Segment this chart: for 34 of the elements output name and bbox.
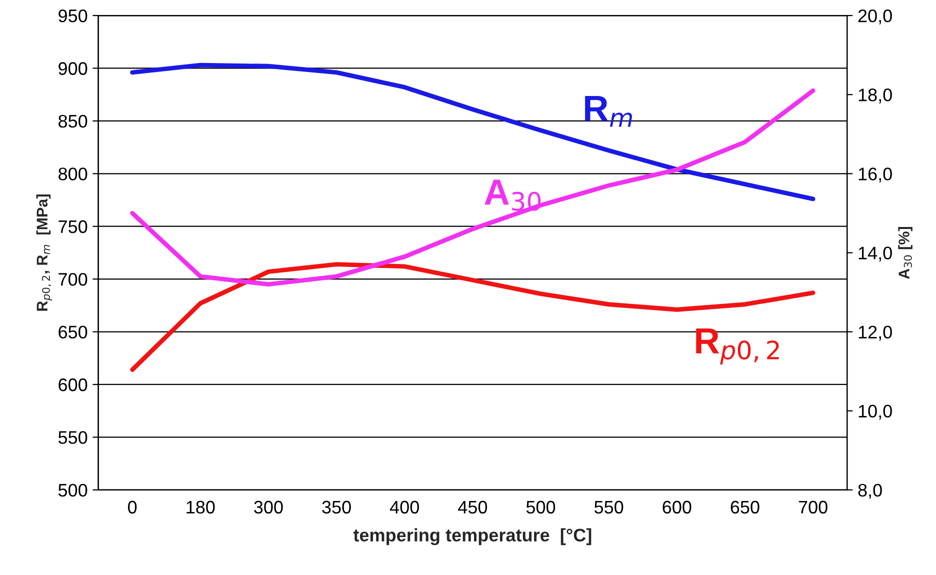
line-series [130, 88, 816, 287]
line-series [130, 262, 816, 372]
x-tick-label: 180 [186, 500, 215, 514]
y2-tick-label: 20,0 [858, 9, 892, 24]
y2-axis-title: A$_{30}$ [%] [898, 227, 912, 279]
y-axis-title: R$_{p0,2}$, R$_{m}$ [MPa] [36, 194, 52, 311]
x-tick-label: 650 [730, 500, 760, 514]
x-tick-label: 300 [254, 500, 283, 514]
y-tick-label: 800 [58, 168, 88, 180]
x-tick-label: 400 [390, 500, 419, 514]
y2-tick-label: 18,0 [858, 88, 892, 104]
x-tick-label: 500 [526, 500, 556, 514]
series-label: R$_{p0,2}$ [696, 328, 779, 365]
x-axis-title: tempering temperature [°C] [353, 528, 592, 546]
y2-tick-label: 16,0 [858, 168, 892, 183]
y-tick-label: 500 [58, 484, 88, 497]
y-tick-label: 600 [58, 378, 88, 392]
y2-tick-label: 8,0 [858, 484, 882, 499]
y2-tick-label: 14,0 [858, 246, 892, 262]
y-tick-label: 550 [58, 431, 88, 444]
y2-tick-label: 10,0 [858, 404, 892, 420]
x-tick-label: 550 [594, 500, 624, 514]
y-tick-label: 900 [58, 62, 88, 75]
x-tick-label: 700 [798, 500, 828, 514]
x-tick-label: 0 [128, 500, 137, 514]
x-tick-label: 350 [322, 500, 351, 514]
y-tick-label: 650 [58, 326, 88, 338]
y-tick-label: 950 [58, 9, 88, 22]
x-tick-label: 600 [662, 500, 692, 514]
x-tick-label: 450 [458, 500, 488, 514]
y-tick-label: 850 [58, 114, 88, 128]
y-tick-label: 700 [58, 273, 88, 286]
y-tick-label: 750 [58, 220, 88, 234]
y2-tick-label: 12,0 [858, 326, 892, 341]
